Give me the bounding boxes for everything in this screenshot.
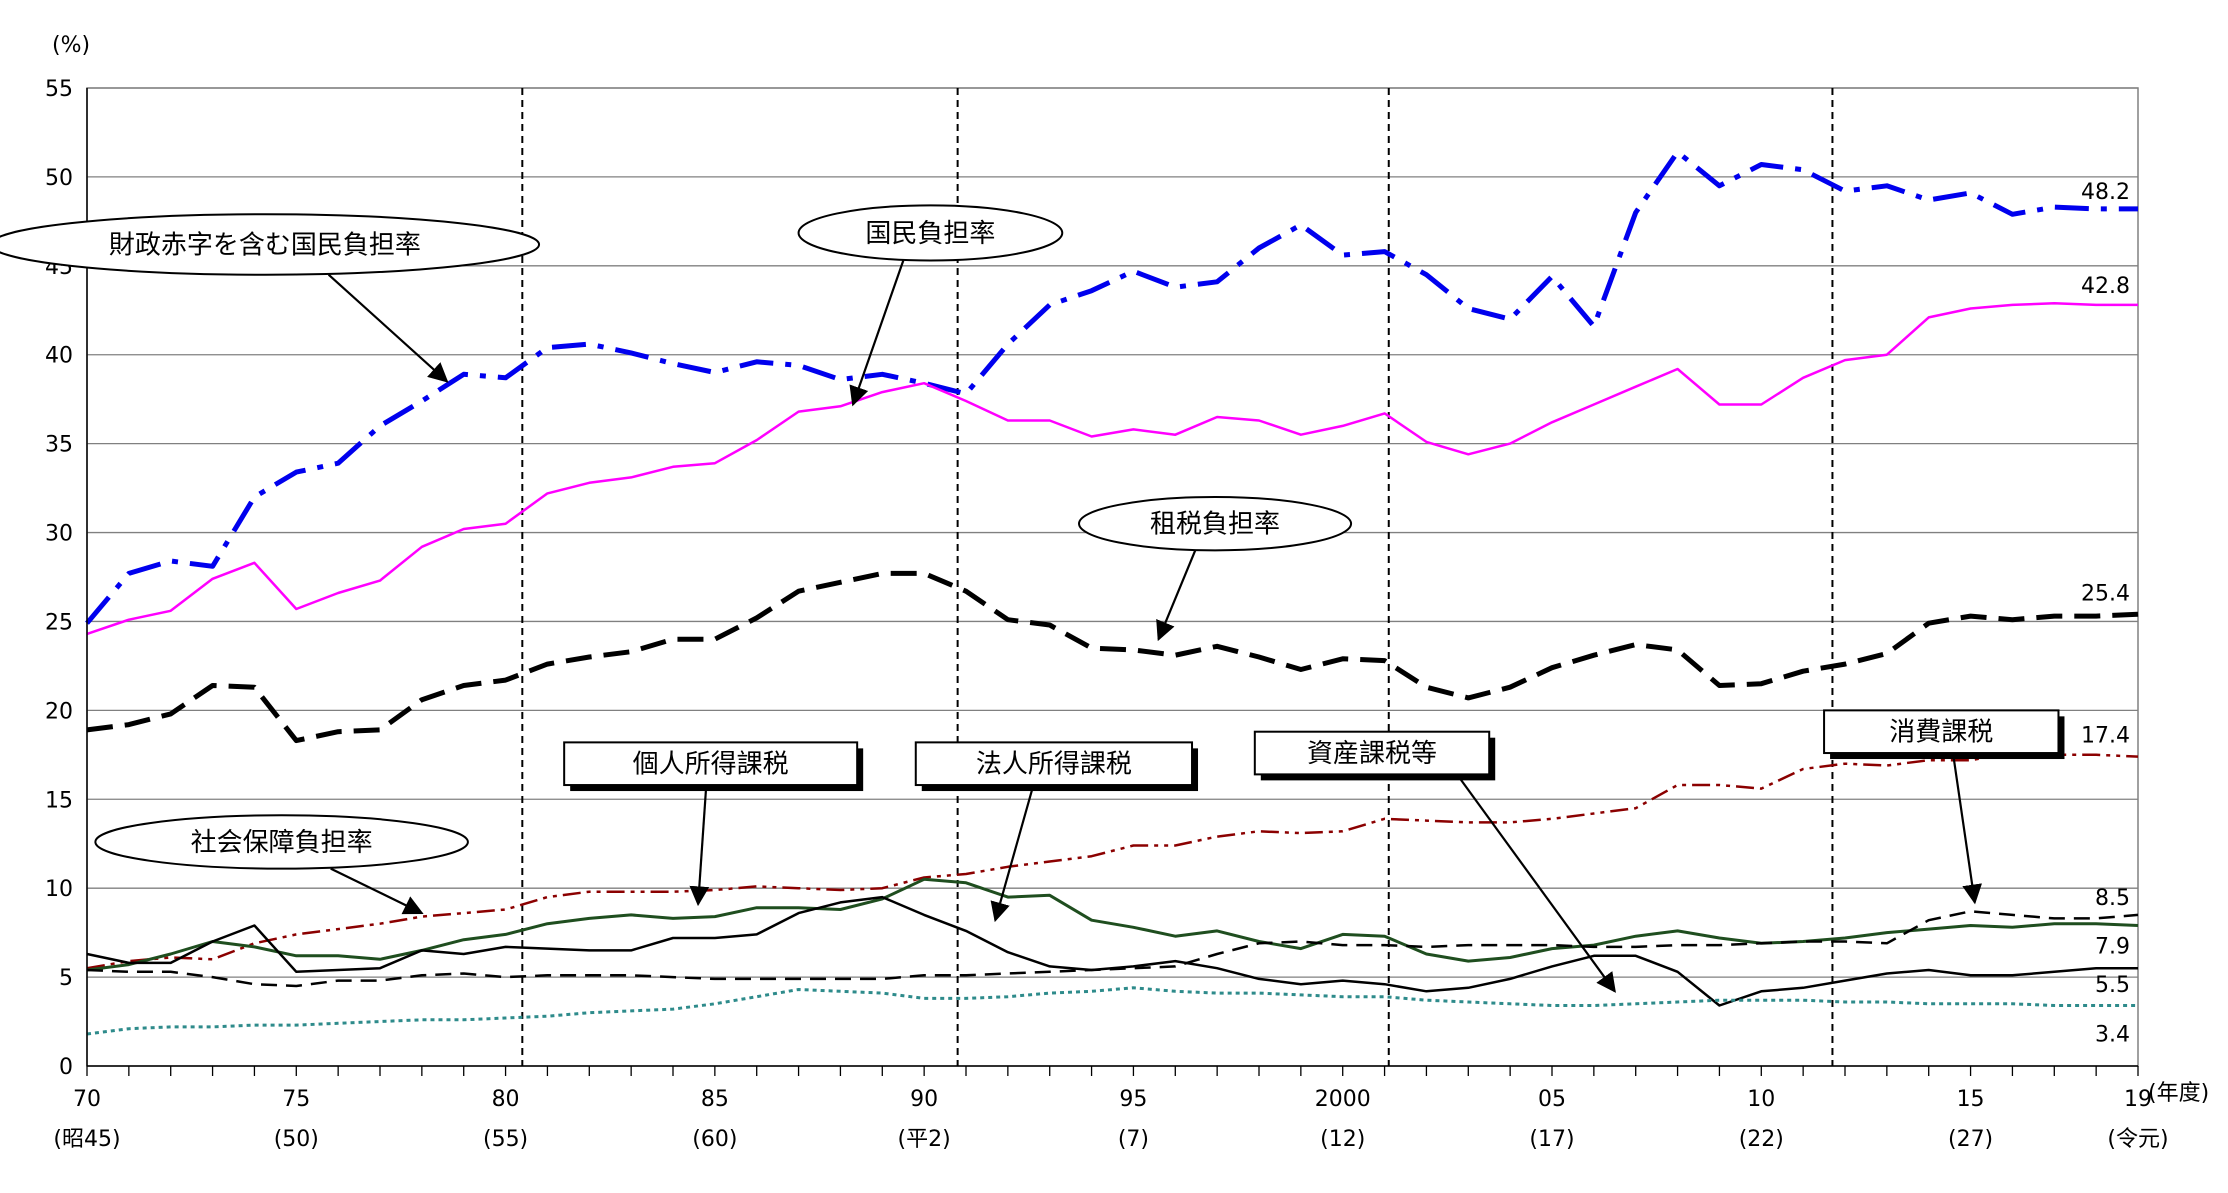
- y-tick-label: 25: [45, 610, 73, 635]
- callout-ellipse: [797, 204, 1064, 262]
- callout-label: 国民負担率: [865, 219, 995, 249]
- x-tick-sublabel: (60): [692, 1127, 737, 1152]
- x-tick-sublabel: (55): [483, 1127, 528, 1152]
- y-tick-label: 10: [45, 877, 73, 902]
- end-value-label: 42.8: [2081, 274, 2130, 299]
- end-value-label: 7.9: [2095, 935, 2130, 960]
- x-tick-sublabel: (令元): [2107, 1127, 2168, 1152]
- callout-label: 法人所得課税: [976, 750, 1132, 780]
- end-value-labels: 48.2 42.8 25.4 17.4 7.9 5.5 8.5 3.4: [2081, 180, 2130, 1048]
- callout-arrow: [990, 784, 1035, 923]
- callout-ellipse: [94, 814, 469, 870]
- x-tick-sublabel: (22): [1739, 1127, 1784, 1152]
- callout-arrow: [327, 273, 449, 383]
- axes: 051015202530354045505570(昭45)75(50)80(55…: [45, 77, 2169, 1152]
- callout-ellipse: [0, 213, 540, 276]
- callout-arrow: [1456, 773, 1616, 993]
- series-line-3: [86, 751, 2139, 970]
- x-tick-sublabel: (27): [1948, 1127, 1993, 1152]
- callout-arrow: [330, 867, 424, 915]
- callout-ellipse: [1078, 495, 1353, 552]
- callout-box: [1823, 709, 2060, 755]
- x-tick-label: 2000: [1315, 1087, 1371, 1112]
- callout-label: 個人所得課税: [633, 750, 789, 780]
- series-line-6: [86, 910, 2139, 988]
- x-tick-label: 15: [1957, 1087, 1985, 1112]
- x-tick-label: 05: [1538, 1087, 1566, 1112]
- callout-label: 租税負担率: [1150, 510, 1280, 540]
- x-tick-label: 70: [73, 1087, 101, 1112]
- callout-arrow: [1156, 549, 1197, 642]
- y-tick-label: 30: [45, 522, 73, 547]
- callout-arrow: [849, 260, 905, 407]
- series-line-0: [85, 149, 2138, 625]
- callout-box: [914, 741, 1194, 787]
- x-tick-label: 19: [2124, 1087, 2152, 1112]
- x-tick-label: 80: [492, 1087, 520, 1112]
- y-tick-label: 35: [45, 433, 73, 458]
- y-tick-label: 40: [45, 344, 73, 369]
- y-tick-label: 50: [45, 166, 73, 191]
- series-line-2: [86, 570, 2139, 744]
- end-value-label: 3.4: [2095, 1023, 2130, 1048]
- x-tick-sublabel: (平2): [898, 1127, 951, 1152]
- y-tick-label: 0: [59, 1055, 73, 1080]
- x-tick-label: 75: [282, 1087, 310, 1112]
- series-lines: [85, 149, 2139, 1036]
- y-tick-label: 20: [45, 699, 73, 724]
- x-tick-label: 90: [910, 1087, 938, 1112]
- x-tick-label: 95: [1119, 1087, 1147, 1112]
- x-tick-label: 85: [701, 1087, 729, 1112]
- callout-label: 財政赤字を含む国民負担率: [109, 230, 421, 260]
- y-tick-label: 15: [45, 788, 73, 813]
- end-value-label: 25.4: [2081, 581, 2130, 606]
- callout-arrow: [689, 784, 710, 907]
- x-axis-label: (年度): [2148, 1081, 2209, 1106]
- end-value-label: 48.2: [2081, 180, 2130, 205]
- x-tick-sublabel: (12): [1320, 1127, 1365, 1152]
- x-tick-sublabel: (17): [1529, 1127, 1574, 1152]
- end-value-label: 17.4: [2081, 724, 2130, 749]
- callout-box: [563, 741, 859, 787]
- callout-arrow: [1951, 752, 1982, 905]
- end-value-label: 5.5: [2095, 973, 2130, 998]
- y-tick-label: 55: [45, 77, 73, 102]
- callout-label: 消費課税: [1889, 718, 1993, 748]
- x-tick-sublabel: (昭45): [53, 1127, 120, 1152]
- x-tick-sublabel: (7): [1118, 1127, 1149, 1152]
- x-tick-sublabel: (50): [274, 1127, 319, 1152]
- y-tick-label: 5: [59, 966, 73, 991]
- series-line-7: [86, 986, 2138, 1036]
- y-axis-label: (%): [52, 33, 90, 58]
- series-line-1: [86, 301, 2138, 636]
- callout-label: 資産課税等: [1307, 739, 1437, 769]
- callout-box: [1253, 730, 1491, 776]
- end-value-label: 8.5: [2095, 886, 2130, 911]
- x-tick-label: 10: [1747, 1087, 1775, 1112]
- callout-label: 社会保障負担率: [191, 828, 373, 858]
